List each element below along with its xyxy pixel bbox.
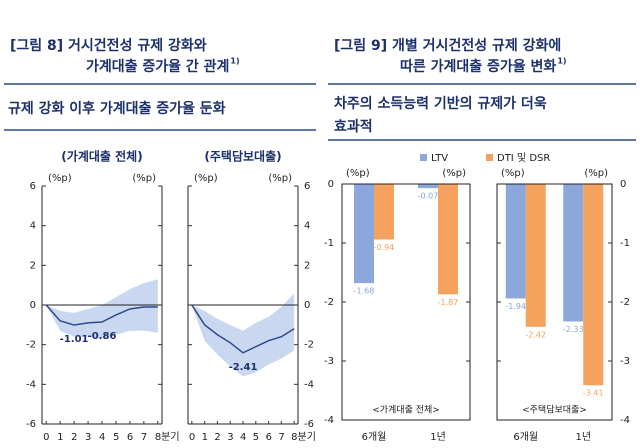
bar: [505, 184, 526, 299]
title-note: 1): [230, 57, 239, 66]
bar: [354, 184, 374, 284]
y-tick-label: -3: [620, 356, 630, 367]
y-tick-label: -1: [620, 238, 630, 249]
x-tick-label: 4: [240, 432, 246, 443]
x-tick-label: 6개월: [513, 431, 538, 443]
line: [45, 304, 158, 326]
bar: [374, 184, 394, 240]
x-tick-label: 2: [214, 432, 220, 443]
legend-swatch: [420, 154, 427, 161]
y-tick-label: 2: [30, 260, 36, 271]
y-tick-label: 0: [328, 179, 334, 190]
data-label: -1.01: [60, 334, 89, 345]
confidence-band: [46, 279, 158, 339]
x-tick-label: 7: [278, 432, 284, 443]
axis-unit: (%p): [442, 168, 466, 179]
axis-unit: (%p): [268, 173, 292, 184]
legend-label: LTV: [431, 153, 448, 164]
data-label: -1.94: [505, 302, 526, 311]
x-tick-label: 1년: [575, 431, 591, 443]
figure-subtitle: 규제 강화 이후 가계대출 증가율 둔화: [8, 100, 226, 117]
y-tick-label: -6: [26, 419, 36, 430]
axis-unit: (%p): [132, 173, 156, 184]
y-tick-label: 0: [30, 300, 36, 311]
data-label: -2.42: [525, 330, 546, 339]
x-tick-label: 4: [99, 432, 105, 443]
x-tick-label: 8분기: [291, 431, 316, 443]
x-tick-label: 1년: [430, 431, 446, 443]
x-tick-label: 0: [189, 432, 195, 443]
plot-frame: [341, 183, 471, 421]
y-tick-label: 6: [304, 181, 310, 192]
y-tick-label: 4: [304, 221, 310, 232]
figure-title: 따른 가계대출 증가율 변화: [400, 58, 556, 75]
title-note: 1): [557, 57, 566, 66]
figure-subtitle: 차주의 소득능력 기반의 규제가 더욱: [334, 95, 547, 112]
x-tick-label: 1: [57, 432, 63, 443]
axis-unit: (%p): [194, 173, 218, 184]
confidence-band: [191, 293, 295, 377]
axis-unit: (%p): [584, 168, 608, 179]
panel-title: (가계대출 전체): [61, 149, 142, 164]
x-tick-label: 3: [85, 432, 91, 443]
y-tick-label: 0: [620, 179, 626, 190]
x-tick-label: 7: [141, 432, 147, 443]
y-tick-label: -4: [324, 415, 334, 426]
bar: [583, 184, 604, 386]
x-tick-label: 6: [266, 432, 272, 443]
y-tick-label: 4: [30, 221, 36, 232]
y-tick-label: -2: [26, 340, 36, 351]
plot-frame: [496, 183, 613, 421]
data-label: -3.41: [583, 389, 604, 398]
y-tick-label: -4: [304, 379, 314, 390]
x-tick-label: 5: [113, 432, 119, 443]
bar: [525, 184, 546, 327]
y-tick-label: -2: [304, 340, 314, 351]
y-tick-label: 6: [30, 181, 36, 192]
line: [191, 304, 295, 354]
y-tick-label: 0: [304, 300, 310, 311]
panel-title: <가계대출 전체>: [372, 404, 440, 416]
figure-title: [그림 9] 개별 거시건전성 규제 강화에: [334, 37, 561, 54]
y-tick-label: 2: [304, 260, 310, 271]
data-label: -2.33: [563, 325, 584, 334]
axis-unit: (%p): [48, 173, 72, 184]
x-tick-label: 5: [253, 432, 259, 443]
bar: [438, 184, 458, 295]
y-tick-label: -4: [620, 415, 630, 426]
figure-title: [그림 8] 거시건전성 규제 강화와: [10, 37, 207, 54]
data-label: -0.86: [88, 331, 117, 342]
x-tick-label: 6개월: [362, 431, 387, 443]
data-label: -2.41: [229, 362, 258, 373]
y-tick-label: -2: [620, 297, 630, 308]
x-tick-label: 3: [227, 432, 233, 443]
y-tick-label: -3: [324, 356, 334, 367]
legend-swatch: [486, 154, 493, 161]
x-tick-label: 6: [127, 432, 133, 443]
data-label: -1.68: [354, 287, 375, 296]
figure-title: 가계대출 증가율 간 관계: [86, 58, 229, 75]
bar: [418, 184, 438, 189]
axis-unit: (%p): [501, 168, 525, 179]
data-label: -1.87: [438, 298, 459, 307]
x-tick-label: 1: [202, 432, 208, 443]
figure-subtitle: 효과적: [334, 118, 373, 135]
x-tick-label: 2: [71, 432, 77, 443]
data-label: -0.07: [418, 192, 439, 201]
y-tick-label: -6: [304, 419, 314, 430]
y-tick-label: -1: [324, 238, 334, 249]
data-label: -0.94: [374, 243, 395, 252]
x-tick-label: 8분기: [155, 431, 180, 443]
panel-title: <주택담보대출>: [522, 404, 587, 416]
x-tick-label: 0: [43, 432, 49, 443]
y-tick-label: -4: [26, 379, 36, 390]
legend-label: DTI 및 DSR: [497, 152, 550, 164]
panel-title: (주택담보대출): [204, 149, 281, 164]
axis-unit: (%p): [346, 168, 370, 179]
y-tick-label: -2: [324, 297, 334, 308]
bar: [563, 184, 584, 322]
